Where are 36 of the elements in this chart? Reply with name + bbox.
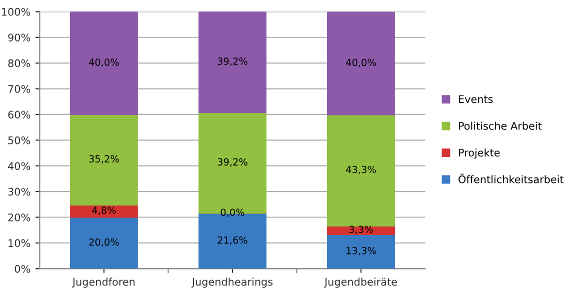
legend-label: Öffentlichkeitsarbeit: [458, 174, 564, 184]
y-tick-label: 10%: [8, 239, 30, 248]
y-tick-label: 70%: [8, 84, 30, 93]
bar: [327, 234, 395, 269]
legend-label: Events: [458, 95, 493, 104]
x-tick-label: Jugendhearings: [191, 278, 273, 288]
bar: [198, 12, 266, 113]
y-tick-label: 40%: [8, 162, 30, 170]
x-tick-label: Jugendforen: [72, 278, 135, 288]
bar: [70, 12, 138, 116]
data-label: 3,3%: [349, 226, 373, 234]
bar: [70, 216, 138, 269]
legend-label: Projekte: [458, 148, 500, 159]
legend-label: Politische Arbeit: [458, 122, 542, 130]
data-label: 20,0%: [89, 238, 119, 247]
data-label: 39,2%: [218, 58, 248, 66]
y-tick-label: 0%: [14, 264, 30, 273]
data-label: 40,0%: [88, 58, 119, 67]
x-tick-label: Jugendbeiräte: [324, 278, 397, 288]
data-label: 13,3%: [346, 247, 376, 256]
data-label: 4,8%: [92, 206, 116, 215]
y-tick-label: 60%: [8, 110, 30, 119]
y-tick-label: 80%: [8, 59, 30, 68]
data-label: 35,2%: [89, 155, 119, 164]
data-label: 40,0%: [346, 58, 376, 68]
y-tick-label: 30%: [8, 188, 30, 196]
bar: [70, 114, 138, 206]
data-label: 43,3%: [346, 166, 376, 174]
y-tick-label: 90%: [8, 34, 30, 42]
y-tick-label: 100%: [2, 8, 30, 16]
data-label: 39,2%: [218, 158, 248, 167]
bar: [327, 12, 395, 116]
y-tick-label: 50%: [8, 136, 30, 144]
data-label: 21,6%: [218, 236, 248, 245]
y-tick-label: 20%: [8, 213, 30, 222]
bar: [327, 114, 395, 227]
